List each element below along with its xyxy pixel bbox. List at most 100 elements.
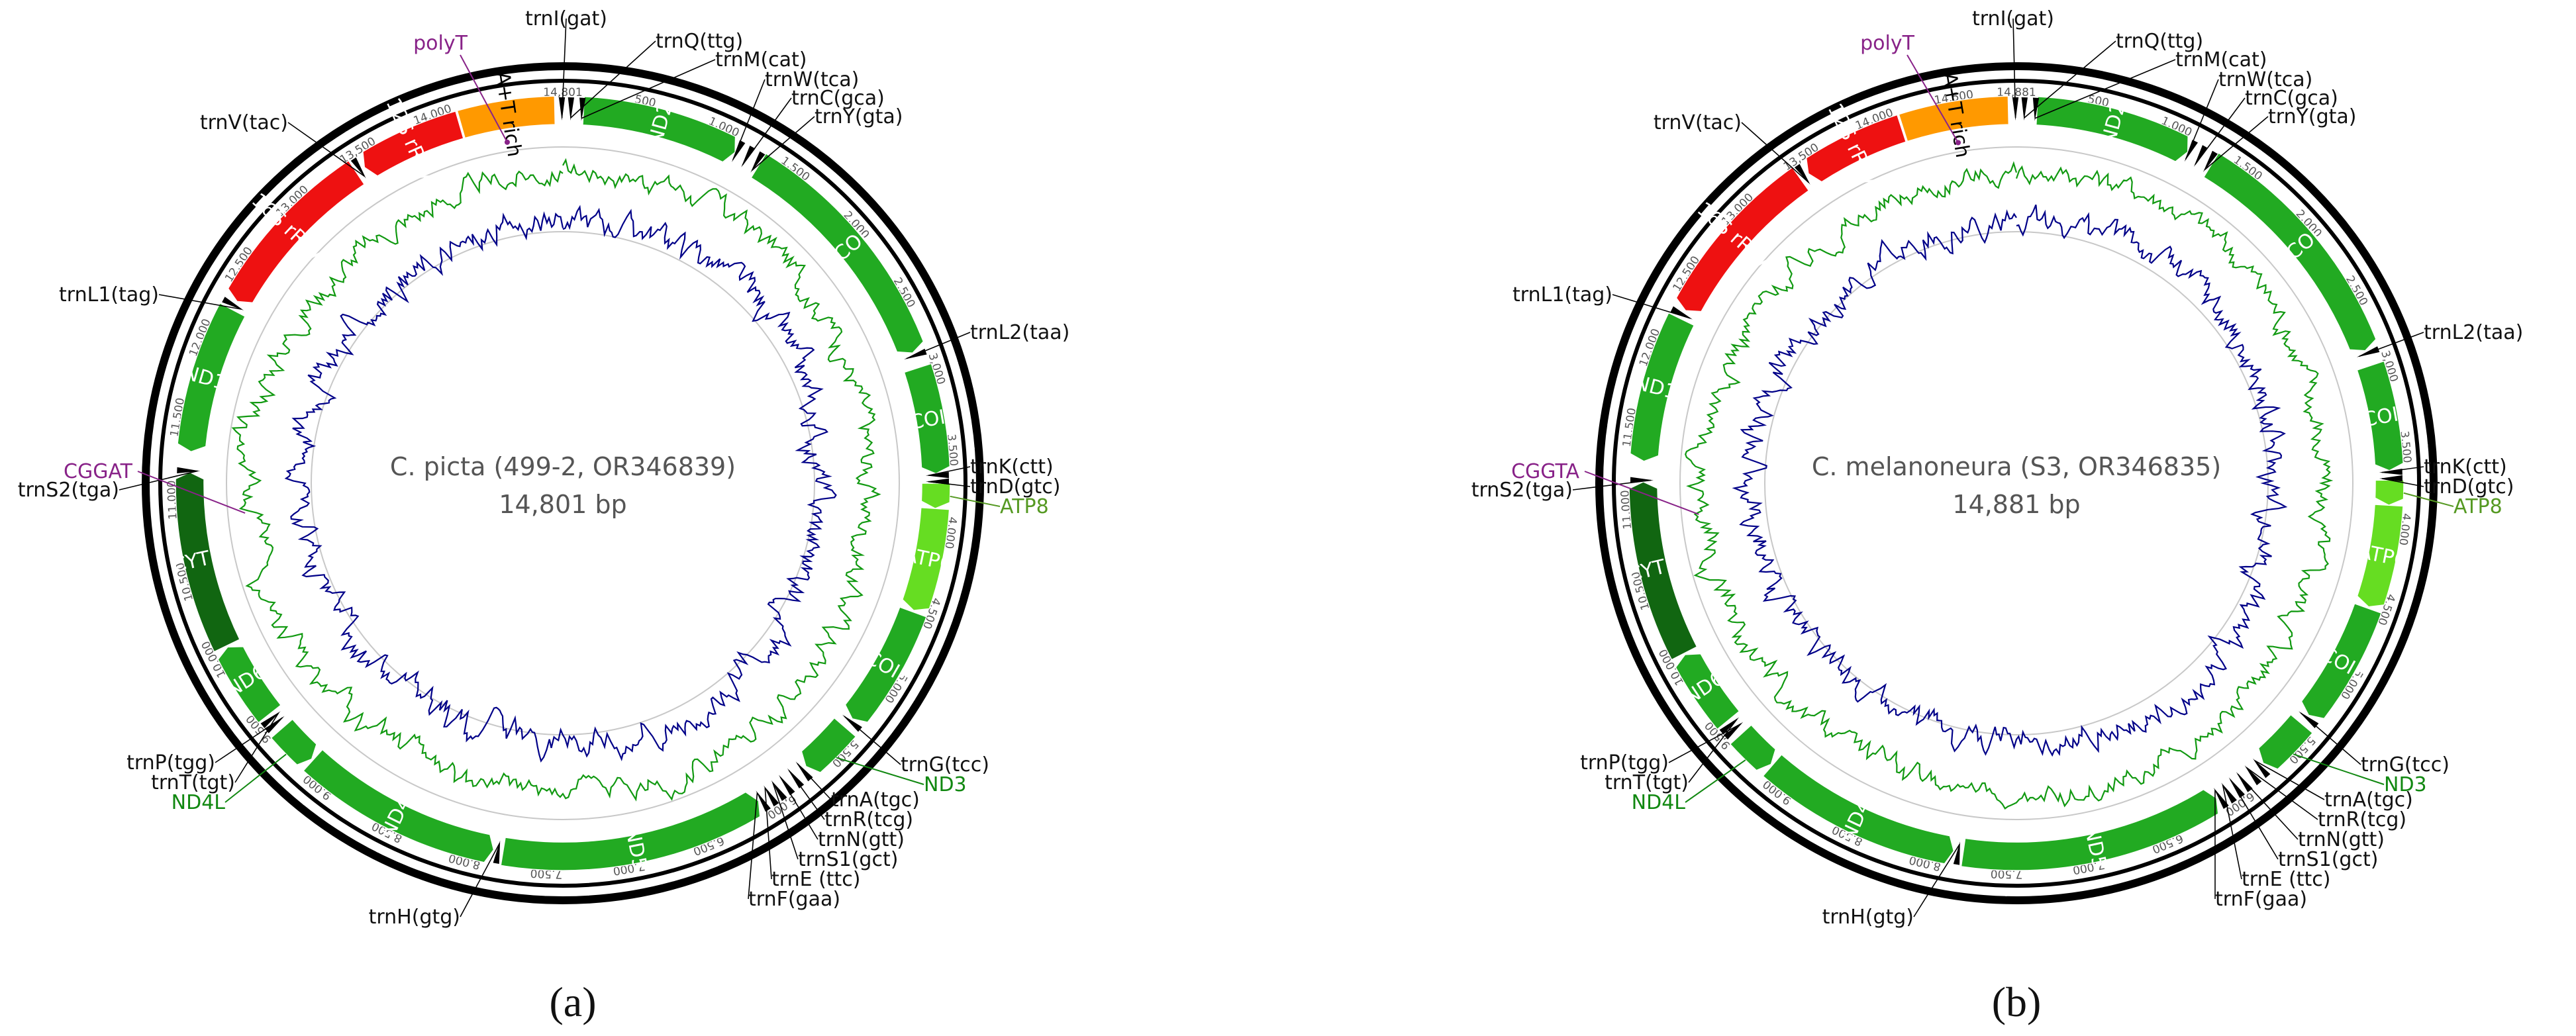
trna-leader-line (2381, 466, 2424, 473)
trna-label: trnP(tgg) (126, 751, 215, 775)
gene-cytb (1628, 481, 1698, 661)
tick-mark (193, 665, 202, 670)
trna-leader-line (570, 40, 656, 118)
trna-leader-line (1688, 718, 1738, 783)
trna-leader-line (158, 294, 242, 310)
gene-nd3 (2257, 714, 2314, 770)
gene-leader-line (2403, 492, 2454, 507)
trna-marker (579, 97, 586, 121)
tick-mark (2399, 613, 2408, 618)
genome-length: 14,881 bp (1952, 490, 2080, 519)
polyT-leader (1907, 54, 1959, 143)
trna-label: trnG(tcc) (901, 753, 989, 777)
trna-leader-line (772, 782, 799, 860)
tick-mark (2247, 815, 2254, 823)
tick-mark (950, 361, 958, 365)
gene-a-t-rich (1898, 95, 2010, 142)
trna-leader-line (2237, 773, 2299, 840)
inner-ring (158, 79, 967, 888)
gene-12s-rrna (362, 110, 464, 177)
trna-marker (1953, 841, 1960, 865)
trna-label: trnS1(gct) (798, 848, 898, 871)
tick-mark (376, 845, 381, 853)
trna-label: trnM(cat) (2175, 48, 2267, 71)
trna-marker (764, 785, 779, 807)
trna-marker (1719, 717, 1740, 735)
tick-mark (966, 447, 975, 450)
trna-leader-line (2012, 18, 2016, 118)
tick-mark (179, 328, 187, 333)
trna-label: trnF(gaa) (2215, 888, 2307, 911)
trna-marker (771, 780, 787, 802)
gene-coii (903, 363, 951, 475)
outer-ring (142, 62, 984, 904)
gene-leader-line (224, 753, 287, 803)
trna-marker (568, 97, 575, 121)
trna-marker (1723, 722, 1744, 740)
trna-label: trnT(tgt) (1605, 771, 1689, 794)
tick-mark (866, 209, 874, 216)
gene-nd4l (1729, 724, 1777, 771)
trna-marker (1794, 164, 1810, 185)
trna-label: trnV(tac) (1654, 111, 1742, 134)
tick-mark (647, 79, 651, 87)
gene-nd1 (1629, 312, 1695, 462)
tick-mark (1700, 744, 1708, 751)
genome-length: 14,801 bp (499, 490, 626, 519)
gene-outer-label: ND3 (2384, 773, 2427, 796)
motif-label: CGGTA (1511, 460, 1579, 483)
trna-leader-line (2254, 760, 2325, 800)
trna-marker (1670, 306, 1693, 320)
gene-outer-label: ATP8 (2453, 495, 2502, 518)
tick-mark (964, 534, 973, 537)
trna-label: trnL1(tag) (1512, 283, 1612, 306)
polyT-marker (1956, 140, 1961, 146)
trna-leader-line (581, 59, 716, 119)
trna-marker (925, 471, 949, 479)
trna-leader-line (2034, 59, 2176, 119)
tick-mark (1950, 75, 1952, 84)
panel-label: (a) (549, 978, 596, 1025)
trna-leader-line (2246, 767, 2318, 820)
trna-leader-line (2185, 79, 2219, 160)
tick-mark (803, 150, 809, 158)
gene-coi (750, 152, 924, 354)
trna-label: trnP(tgg) (1580, 751, 1669, 775)
tick-mark (1628, 339, 1637, 344)
trna-label: trnL2(taa) (2424, 321, 2523, 344)
motif-leader (1584, 471, 1699, 515)
trna-label: trnG(tcc) (2361, 753, 2450, 777)
gene-nd2 (2035, 96, 2189, 163)
trna-label: trnK(ctt) (2424, 455, 2507, 479)
genome-title: C. melanoneura (S3, OR346835) (1812, 452, 2221, 481)
trna-leader-line (2300, 712, 2361, 765)
trna-leader-line (928, 466, 971, 477)
gc-guide-inner (311, 231, 815, 735)
trna-leader-line (797, 763, 832, 800)
trna-leader-line (1572, 479, 1652, 491)
trna-leader-line (287, 122, 365, 177)
gene-leader-line (2293, 753, 2385, 785)
trna-leader-line (779, 777, 818, 840)
trna-marker (350, 157, 366, 179)
trna-leader-line (788, 770, 825, 820)
trna-label: trnD(gtc) (2424, 475, 2514, 498)
tick-mark (789, 818, 795, 826)
trna-leader-line (561, 18, 567, 118)
trna-marker (2032, 97, 2040, 121)
tick-mark (2318, 208, 2326, 215)
trna-leader-line (460, 843, 501, 918)
gene-atp6 (901, 506, 950, 611)
gene-nd4 (1762, 753, 1955, 865)
polyT-label: polyT (1860, 32, 1914, 55)
tick-mark (2369, 279, 2377, 285)
trna-leader-line (732, 79, 766, 160)
gene-leader-line (1685, 759, 1746, 803)
gc-guide-inner (1764, 231, 2269, 735)
trna-label: trnH(gtg) (369, 906, 460, 929)
tick-mark (916, 281, 924, 287)
trna-label: trnI(gat) (525, 7, 607, 30)
trna-label: trnL2(taa) (970, 321, 1069, 344)
gc-content-trace (1732, 204, 2288, 757)
trna-label: trnR(tcg) (824, 808, 913, 831)
